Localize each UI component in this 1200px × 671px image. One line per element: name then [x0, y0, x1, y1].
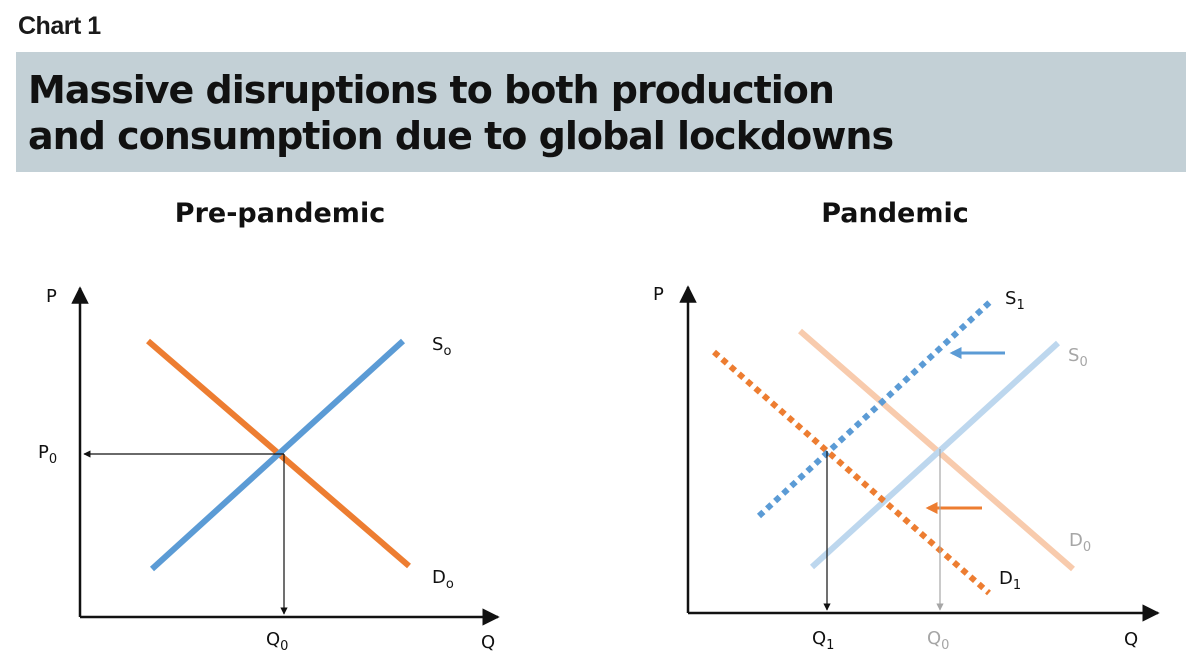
pandemic-demand-d1-curve: [712, 349, 991, 596]
pandemic-y-axis-label: P: [653, 284, 664, 305]
pandemic-supply-s1-curve: [756, 299, 993, 519]
pre-supply-curve: [149, 338, 406, 572]
pre-pandemic-title: Pre-pandemic: [175, 198, 385, 229]
s0-label: S0: [1068, 345, 1088, 370]
d0-label: D0: [1069, 530, 1091, 555]
pandemic-supply-s0-curve: [809, 340, 1061, 570]
chart-number: Chart 1: [18, 12, 101, 40]
title-banner: Massive disruptions to both production a…: [16, 52, 1186, 172]
q0-label: Q0: [927, 628, 949, 653]
q1-label: Q1: [812, 628, 834, 653]
title-line-1: Massive disruptions to both production: [28, 68, 835, 112]
pre-quantity-label: Q0: [266, 629, 288, 654]
s1-label: S1: [1005, 288, 1025, 313]
title-line-2: and consumption due to global lockdowns: [28, 114, 894, 158]
pre-y-axis-label: P: [46, 286, 57, 307]
pre-supply-label: So: [432, 334, 451, 359]
pandemic-title: Pandemic: [821, 198, 969, 229]
d1-label: D1: [999, 568, 1021, 593]
pandemic-panel: Pandemic P Q Q1 Q0 S1 S0 D0 D1: [653, 198, 1160, 653]
pre-x-axis-label: Q: [481, 632, 495, 653]
pandemic-x-axis-label: Q: [1124, 629, 1138, 650]
pre-pandemic-panel: Pre-pandemic P Q P0 Q0 So Do: [38, 198, 500, 654]
pre-demand-label: Do: [432, 567, 454, 592]
pre-price-label: P0: [38, 442, 57, 467]
